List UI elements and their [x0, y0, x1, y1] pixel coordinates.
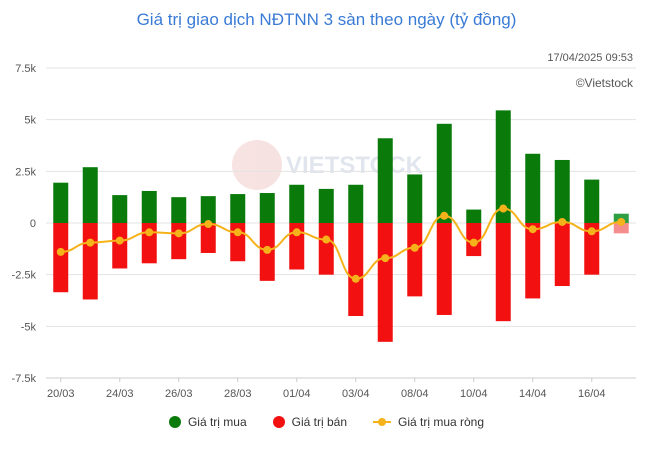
net-point — [381, 254, 390, 263]
buy-bar — [259, 193, 275, 223]
buy-bar — [200, 196, 216, 223]
net-point — [617, 217, 626, 226]
net-series-line — [60, 207, 622, 280]
net-point — [204, 220, 213, 229]
net-point — [115, 236, 124, 245]
legend-sell-marker-icon — [272, 416, 285, 428]
sell-bar — [613, 223, 629, 234]
legend-sell-label: Giá trị bán — [291, 415, 347, 429]
net-point — [499, 204, 508, 213]
net-point — [56, 247, 65, 256]
y-tick-label: -2.5k — [12, 270, 37, 282]
buy-bar — [525, 153, 541, 223]
x-tick-label: 20/03 — [47, 388, 75, 400]
buy-bar — [289, 184, 305, 223]
legend-buy-label: Giá trị mua — [187, 415, 247, 429]
vietstock-logo-icon — [232, 140, 282, 190]
sell-bar — [495, 223, 511, 322]
buy-bar — [171, 197, 187, 223]
sell-bar — [53, 223, 69, 293]
buy-bar — [495, 110, 511, 223]
x-tick-label: 10/04 — [460, 388, 488, 400]
sell-bar — [112, 223, 128, 269]
y-tick-label: 0 — [30, 218, 36, 230]
legend-item-net[interactable]: Giá trị mua ròng — [373, 415, 484, 429]
legend-net-label: Giá trị mua ròng — [398, 415, 485, 429]
net-point — [351, 274, 360, 283]
buy-bar — [377, 138, 393, 223]
sell-bar — [318, 223, 334, 275]
net-point — [558, 217, 567, 226]
legend-item-buy[interactable]: Giá trị mua — [168, 415, 247, 429]
buy-bar — [230, 194, 246, 223]
timestamp: 17/04/2025 09:53 — [547, 52, 633, 64]
buy-bar — [82, 167, 98, 223]
net-point — [263, 245, 272, 254]
legend-buy-marker-icon — [168, 416, 181, 428]
net-point — [145, 228, 154, 237]
x-tick-label: 24/03 — [106, 388, 134, 400]
sell-bar — [407, 223, 423, 297]
sell-bar — [584, 223, 600, 275]
net-point — [469, 238, 478, 247]
net-point — [322, 235, 331, 244]
legend-item-sell[interactable]: Giá trị bán — [272, 415, 347, 429]
y-tick-label: 7.5k — [15, 63, 36, 75]
buy-bar — [112, 195, 128, 223]
watermark-text: VIETSTOCK — [286, 152, 423, 179]
x-tick-label: 16/04 — [578, 388, 606, 400]
net-point — [86, 238, 95, 247]
buy-bar — [436, 123, 452, 223]
chart-plot-area: 7.5k 5k 2.5k 0 -2.5k -5k -7.5k 20/03 24/03 26/03 2… — [12, 63, 636, 400]
sell-bar — [377, 223, 393, 342]
sell-bar — [348, 223, 364, 316]
legend-net-marker-icon — [373, 416, 391, 428]
chart-title: Giá trị giao dịch NĐTNN 3 sàn theo ngày … — [136, 10, 517, 29]
y-tick-label: -5k — [21, 321, 37, 333]
buy-bar — [53, 182, 69, 223]
x-tick-label: 03/04 — [342, 388, 370, 400]
x-tick-label: 28/03 — [224, 388, 252, 400]
buy-bar — [141, 190, 157, 223]
buy-bar — [348, 184, 364, 223]
sell-bar — [200, 223, 216, 253]
sell-bar — [82, 223, 98, 300]
buy-bar — [318, 188, 334, 223]
net-point — [233, 228, 242, 237]
x-tick-label: 26/03 — [165, 388, 193, 400]
net-point — [292, 228, 301, 237]
x-tick-label: 14/04 — [519, 388, 547, 400]
net-point — [440, 211, 449, 220]
buy-bar — [466, 209, 482, 223]
source-credit: ©Vietstock — [575, 76, 633, 90]
sell-bar — [554, 223, 570, 287]
vietstock-watermark: VIETSTOCK — [232, 138, 423, 198]
sell-bar — [171, 223, 187, 260]
y-tick-label: 2.5k — [15, 166, 36, 178]
chart-legend: Giá trị mua Giá trị bán Giá trị mua ròng — [0, 415, 653, 429]
net-point — [587, 227, 596, 236]
sell-bar — [289, 223, 305, 270]
buy-bar — [584, 179, 600, 223]
net-point — [174, 229, 183, 238]
sell-bar — [525, 223, 541, 299]
net-point — [528, 225, 537, 234]
sell-bar — [436, 223, 452, 315]
x-tick-label: 01/04 — [283, 388, 311, 400]
y-tick-label: 5k — [24, 115, 36, 127]
buy-bar — [554, 159, 570, 223]
buy-bar — [407, 174, 423, 223]
net-point — [410, 243, 419, 252]
y-tick-label: -7.5k — [12, 373, 37, 385]
x-tick-label: 08/04 — [401, 388, 429, 400]
